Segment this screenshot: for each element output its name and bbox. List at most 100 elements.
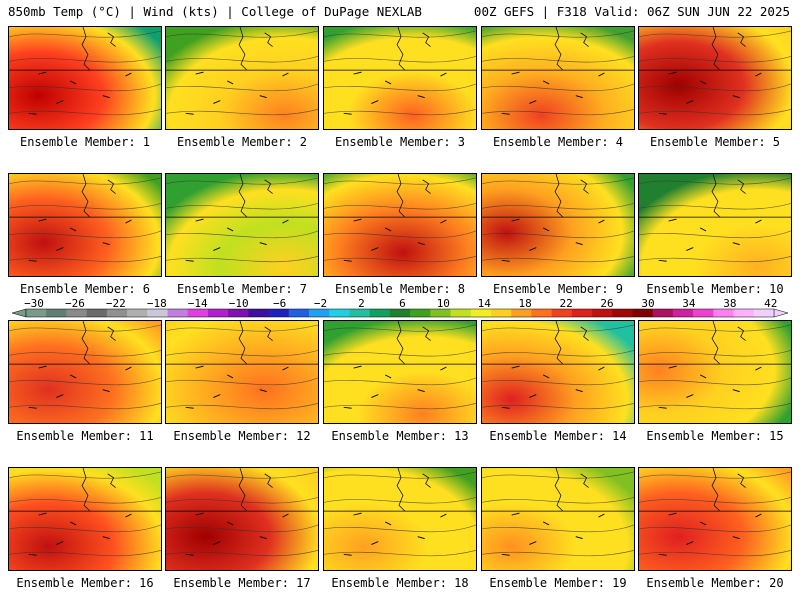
colorbar-tick-label: 42 [764, 297, 777, 310]
colorbar-segment [389, 309, 411, 317]
colorbar-border [25, 308, 775, 318]
ensemble-member-label: Ensemble Member: 18 [331, 576, 469, 590]
ensemble-member-label: Ensemble Member: 10 [646, 282, 784, 296]
temperature-colorbar: −30 −26 −22 −18 −14 −10 −6 −2 2 6 10 14 18 22 26 30 34 38… [12, 297, 788, 318]
colorbar-segment [369, 309, 391, 317]
colorbar-tick-label: 26 [600, 297, 613, 310]
colorbar-segment [511, 309, 532, 317]
ensemble-map-panel [481, 26, 635, 130]
ensemble-member-label: Ensemble Member: 8 [334, 282, 466, 296]
colorbar-segment [652, 309, 674, 317]
colorbar-tick-label: −10 [229, 297, 249, 310]
colorbar-segment [248, 309, 269, 317]
colorbar-segment [288, 309, 310, 317]
colorbar-segment [612, 309, 633, 317]
ensemble-member-label: Ensemble Member: 7 [176, 282, 308, 296]
ensemble-member-label: Ensemble Member: 5 [649, 135, 781, 149]
colorbar-segment [207, 309, 229, 317]
ensemble-member-label: Ensemble Member: 1 [19, 135, 151, 149]
colorbar-segment [733, 309, 755, 317]
colorbar-segment [531, 309, 552, 317]
ensemble-member-label: Ensemble Member: 6 [19, 282, 151, 296]
ensemble-member-label: Ensemble Member: 15 [646, 429, 784, 443]
colorbar-tick-label: 30 [641, 297, 654, 310]
colorbar-tick-label: 10 [437, 297, 450, 310]
map-title: 850mb Temp (°C) | Wind (kts) | College o… [8, 4, 422, 19]
colorbar-segment [228, 309, 249, 317]
ensemble-map-panel [638, 26, 792, 130]
colorbar-segment [551, 309, 573, 317]
ensemble-member-label: Ensemble Member: 16 [16, 576, 154, 590]
colorbar-tick-label: −14 [188, 297, 208, 310]
colorbar-tick-label: 14 [478, 297, 492, 310]
ensemble-map-panel [481, 320, 635, 424]
colorbar-tick-label: −6 [273, 297, 286, 310]
ensemble-map-panel [323, 467, 477, 571]
colorbar-tick-label: 2 [358, 297, 365, 310]
ensemble-map-panel [323, 173, 477, 277]
colorbar-tick-label: −18 [147, 297, 167, 310]
colorbar-segment [167, 309, 189, 317]
ensemble-member-label: Ensemble Member: 13 [331, 429, 469, 443]
colorbar-tick-label: 38 [723, 297, 736, 310]
ensemble-map-panel [8, 320, 162, 424]
colorbar-segment [309, 309, 330, 317]
colorbar-segment [753, 309, 775, 317]
colorbar-tick-label: 18 [519, 297, 532, 310]
ensemble-map-panel [8, 173, 162, 277]
ensemble-map-panel [638, 173, 792, 277]
ensemble-map-panel [165, 26, 319, 130]
ensemble-member-label: Ensemble Member: 9 [492, 282, 624, 296]
ensemble-map-panel [8, 467, 162, 571]
ensemble-map-panel [638, 320, 792, 424]
colorbar-segment [410, 309, 431, 317]
ensemble-member-label: Ensemble Member: 2 [176, 135, 308, 149]
ensemble-map-panel [638, 467, 792, 571]
ensemble-member-label: Ensemble Member: 14 [489, 429, 627, 443]
colorbar-segment [147, 309, 168, 317]
colorbar-segment [187, 309, 209, 317]
ensemble-map-panel [323, 26, 477, 130]
colorbar-segment [632, 309, 654, 317]
ensemble-member-label: Ensemble Member: 11 [16, 429, 154, 443]
ensemble-member-label: Ensemble Member: 4 [492, 135, 624, 149]
colorbar-segment [66, 309, 87, 317]
colorbar-tick-label: −30 [24, 297, 44, 310]
colorbar-segment [571, 309, 593, 317]
colorbar-segment [106, 309, 128, 317]
colorbar-tick-label: 22 [559, 297, 572, 310]
colorbar-segment [26, 309, 47, 317]
colorbar-segment [430, 309, 451, 317]
colorbar-segment [672, 309, 694, 317]
colorbar-segment [329, 309, 350, 317]
colorbar-segment [450, 309, 472, 317]
colorbar-segment [127, 309, 148, 317]
ensemble-map-panel [8, 26, 162, 130]
colorbar-segment [268, 309, 290, 317]
ensemble-map-panel [165, 467, 319, 571]
ensemble-member-label: Ensemble Member: 12 [173, 429, 311, 443]
colorbar-segment [349, 309, 370, 317]
ensemble-map-panel [165, 173, 319, 277]
colorbar-segment [693, 309, 714, 317]
colorbar-tick-label: −26 [65, 297, 85, 310]
model-run-info: 00Z GEFS | F318 Valid: 06Z SUN JUN 22 20… [473, 4, 790, 19]
colorbar-tick-label: 6 [399, 297, 406, 310]
ensemble-member-label: Ensemble Member: 19 [489, 576, 627, 590]
ensemble-member-label: Ensemble Member: 20 [646, 576, 784, 590]
colorbar-segment [470, 309, 492, 317]
colorbar-segment [490, 309, 512, 317]
colorbar-tick-label: −22 [106, 297, 126, 310]
colorbar-segment [592, 309, 613, 317]
ensemble-map-panel [165, 320, 319, 424]
ensemble-map-panel [481, 467, 635, 571]
ensemble-member-label: Ensemble Member: 17 [173, 576, 311, 590]
colorbar-segment [46, 309, 67, 317]
colorbar-tick-label: 34 [682, 297, 696, 310]
colorbar-segment [86, 309, 108, 317]
ensemble-map-panel [323, 320, 477, 424]
colorbar-high-arrow [773, 308, 788, 318]
colorbar-segment [713, 309, 734, 317]
colorbar-low-arrow [12, 308, 27, 318]
colorbar-tick-label: −2 [314, 297, 327, 310]
